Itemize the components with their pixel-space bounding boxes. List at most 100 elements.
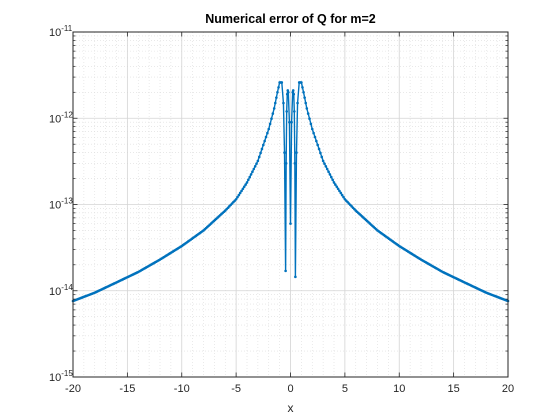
- data-point: [315, 139, 318, 143]
- y-tick-label: 10-11: [49, 24, 73, 39]
- data-point: [304, 101, 308, 105]
- data-point: [285, 92, 289, 96]
- data-point: [293, 110, 296, 113]
- data-point: [240, 189, 243, 193]
- axis-ticks: [72, 31, 509, 378]
- data-point: [245, 181, 249, 184]
- y-tick-base: 10: [49, 286, 61, 298]
- data-point: [277, 86, 280, 89]
- data-point: [253, 165, 257, 168]
- data-point: [262, 143, 265, 147]
- data-point: [340, 193, 344, 197]
- data-point: [302, 90, 305, 94]
- data-point: [260, 147, 264, 151]
- x-tick-label: 20: [502, 383, 514, 395]
- data-point: [259, 151, 262, 155]
- data-point: [268, 122, 272, 126]
- y-tick-base: 10: [49, 372, 61, 384]
- y-tick-exponent: -15: [61, 369, 73, 378]
- data-point: [241, 187, 245, 191]
- data-point: [327, 170, 330, 174]
- data-point: [321, 159, 325, 163]
- data-point: [336, 187, 340, 191]
- x-axis-label: x: [288, 401, 294, 415]
- data-point: [317, 147, 321, 151]
- data-point: [308, 117, 311, 121]
- data-point: [300, 81, 303, 84]
- data-point: [255, 162, 258, 165]
- data-point: [237, 193, 241, 197]
- data-point: [320, 155, 324, 159]
- data-point: [290, 120, 293, 124]
- data-point: [334, 183, 337, 186]
- data-point: [273, 101, 277, 105]
- data-point: [276, 90, 279, 94]
- data-point: [272, 107, 276, 110]
- data-point: [324, 165, 328, 168]
- x-tick-label: -10: [174, 383, 190, 395]
- data-point: [328, 173, 332, 176]
- data-point: [242, 185, 246, 188]
- data-point: [294, 275, 297, 279]
- data-point: [335, 185, 339, 188]
- x-tick-label: -5: [231, 383, 241, 395]
- y-tick-base: 10: [49, 27, 61, 39]
- data-point: [293, 162, 297, 165]
- data-point: [264, 135, 268, 139]
- chart-title: Numerical error of Q for m=2: [205, 12, 376, 26]
- data-point: [266, 131, 269, 135]
- y-tick-exponent: -11: [61, 24, 73, 33]
- data-point: [332, 181, 336, 184]
- data-point: [252, 167, 256, 171]
- data-point: [271, 112, 275, 115]
- minor-grid: [73, 32, 508, 377]
- data-point: [236, 195, 239, 199]
- data-point: [283, 151, 286, 154]
- data-point: [270, 117, 273, 121]
- data-point: [288, 120, 291, 124]
- data-point: [329, 175, 333, 179]
- x-tick-label: 10: [393, 383, 405, 395]
- y-tick-label: 10-14: [49, 283, 73, 298]
- x-tick-label: -15: [119, 383, 135, 395]
- data-point: [267, 127, 271, 131]
- data-point: [238, 191, 242, 195]
- data-point: [292, 92, 296, 96]
- x-tick-label: 5: [342, 383, 348, 395]
- data-point: [280, 81, 284, 84]
- data-point: [305, 107, 309, 110]
- data-point: [248, 175, 252, 179]
- data-point: [295, 151, 298, 154]
- y-tick-label: 10-15: [49, 369, 73, 384]
- y-tick-exponent: -14: [61, 283, 73, 292]
- data-point: [309, 122, 313, 126]
- data-point: [257, 155, 261, 159]
- data-point: [275, 96, 278, 99]
- data-point: [339, 191, 343, 195]
- data-point: [256, 159, 260, 163]
- data-point: [247, 178, 250, 182]
- data-point: [331, 178, 334, 182]
- data-point: [296, 101, 299, 105]
- x-tick-label: 0: [287, 383, 293, 395]
- data-point: [313, 135, 317, 139]
- y-tick-exponent: -12: [61, 110, 73, 119]
- data-point: [249, 173, 253, 176]
- data-point: [323, 162, 326, 165]
- data-point: [263, 139, 266, 143]
- x-tick-label: -20: [65, 383, 81, 395]
- data-point: [284, 269, 287, 273]
- y-tick-exponent: -13: [61, 197, 73, 206]
- data-point: [342, 195, 345, 199]
- y-tick-base: 10: [49, 113, 61, 125]
- data-point: [325, 167, 329, 171]
- data-point: [301, 86, 304, 89]
- data-point: [338, 189, 341, 193]
- data-point: [282, 101, 285, 105]
- data-point: [310, 127, 314, 131]
- data-point: [319, 151, 322, 155]
- data-point: [285, 110, 288, 113]
